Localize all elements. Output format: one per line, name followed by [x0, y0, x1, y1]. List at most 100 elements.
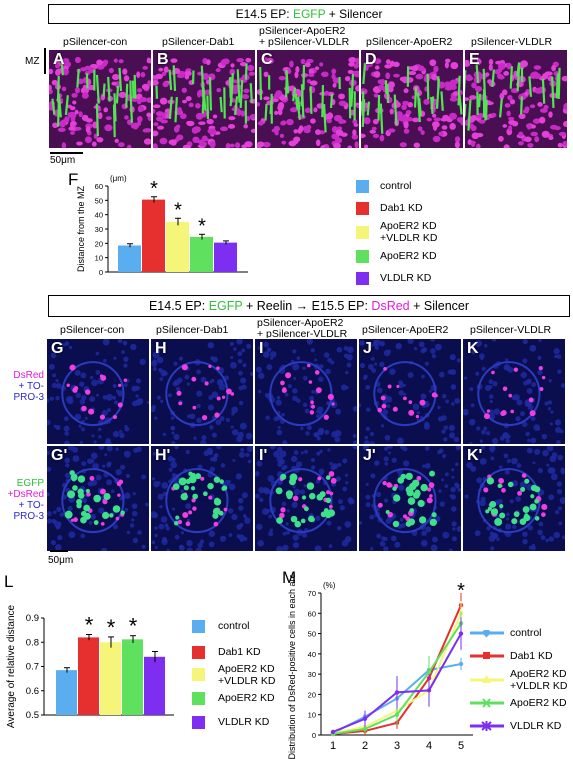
topro-nucleus — [550, 473, 558, 481]
nucleus — [355, 57, 359, 64]
y-tick-label: 50 — [308, 630, 316, 639]
nucleus — [393, 73, 400, 78]
dsred-cell — [280, 380, 285, 386]
panel-letter: K — [467, 340, 479, 357]
y-tick-label: 0 — [99, 268, 103, 277]
x-tick-label: 5 — [458, 740, 464, 752]
topro-nucleus — [325, 368, 331, 375]
egfp-cell — [386, 83, 390, 104]
topro-nucleus — [383, 546, 389, 551]
topro-nucleus — [166, 548, 171, 551]
topro-nucleus — [469, 386, 474, 391]
nucleus — [469, 95, 477, 100]
micro-image — [153, 50, 255, 148]
topro-nucleus — [512, 524, 517, 530]
y-tick-label: 0.7 — [26, 662, 39, 673]
dsred-cell — [541, 503, 548, 511]
nucleus — [491, 112, 497, 118]
nucleus — [445, 58, 451, 63]
topro-nucleus — [88, 521, 93, 525]
dsred-cell — [327, 393, 334, 401]
dsred-cell — [541, 375, 546, 380]
legend3-label-control: control — [510, 627, 542, 639]
egfp-cell — [534, 498, 540, 504]
image-panel-I: I — [254, 338, 358, 445]
topro-nucleus — [56, 506, 62, 513]
nucleus — [207, 128, 213, 134]
legend-line-markers — [470, 630, 504, 731]
nucleus — [257, 121, 264, 126]
topro-nucleus — [167, 393, 172, 398]
nucleus — [111, 81, 117, 86]
topro-nucleus — [316, 451, 321, 456]
image-panel-D: D — [360, 49, 464, 149]
topro-nucleus — [51, 518, 56, 523]
nucleus — [406, 117, 414, 122]
topro-nucleus — [379, 540, 386, 547]
nucleus — [59, 120, 66, 128]
topro-nucleus — [390, 535, 397, 542]
topro-nucleus — [300, 451, 304, 455]
topro-nucleus — [124, 424, 128, 429]
topro-nucleus — [479, 458, 487, 465]
nucleus — [530, 131, 538, 137]
topro-nucleus — [534, 448, 541, 455]
topro-nucleus — [152, 351, 160, 359]
egfp-cell — [467, 99, 472, 131]
nucleus — [548, 111, 553, 118]
topro-nucleus — [136, 397, 144, 405]
nucleus — [155, 111, 164, 117]
egfp-cell — [407, 497, 416, 505]
egfp-cell — [397, 476, 405, 484]
nucleus — [159, 137, 168, 145]
panel-letter: A — [53, 51, 65, 68]
topro-nucleus — [451, 468, 455, 472]
nucleus — [385, 59, 391, 65]
topro-nucleus — [262, 351, 270, 358]
topro-nucleus — [553, 531, 561, 539]
egfp-cell — [486, 477, 495, 485]
y-axis-label: Average of relative distance — [6, 604, 17, 728]
topro-nucleus — [277, 425, 281, 430]
panel-L-letter: L — [4, 572, 14, 591]
topro-nucleus — [98, 435, 102, 439]
nucleus — [66, 104, 73, 109]
dsred-cell — [223, 507, 228, 512]
topro-nucleus — [237, 431, 244, 438]
nucleus — [562, 120, 567, 128]
dsred-cell — [331, 402, 335, 406]
nucleus — [143, 128, 151, 133]
topro-nucleus — [352, 406, 357, 412]
topro-nucleus — [306, 425, 312, 431]
nucleus — [103, 107, 109, 113]
nucleus — [347, 145, 353, 148]
topro-nucleus — [68, 531, 76, 539]
topro-nucleus — [174, 379, 181, 386]
topro-nucleus — [437, 405, 441, 410]
topro-nucleus — [365, 407, 371, 412]
chart-M: 01020304050607012345(Area)(%)Distributio… — [287, 575, 473, 759]
nucleus — [454, 136, 461, 143]
topro-nucleus — [374, 339, 381, 346]
nucleus — [146, 97, 151, 104]
topro-nucleus — [178, 356, 183, 361]
topro-nucleus — [343, 345, 349, 351]
topro-nucleus — [245, 452, 250, 458]
topro-nucleus — [50, 539, 56, 546]
dsred-cell — [513, 367, 519, 372]
egfp-cell — [208, 77, 213, 111]
topro-nucleus — [505, 512, 510, 517]
topro-nucleus — [488, 394, 494, 399]
nucleus — [229, 143, 235, 148]
data-point — [458, 631, 464, 636]
topro-nucleus — [67, 505, 73, 512]
nucleus — [68, 126, 76, 131]
egfp-cell — [494, 518, 503, 526]
x-tick-label: 2 — [362, 740, 368, 752]
topro-nucleus — [483, 426, 488, 431]
panel-E-title: pSilencer-VLDLR — [471, 36, 553, 48]
topro-nucleus — [130, 343, 137, 351]
topro-nucleus — [444, 472, 449, 477]
nucleus — [246, 115, 251, 122]
topro-nucleus — [346, 362, 352, 368]
